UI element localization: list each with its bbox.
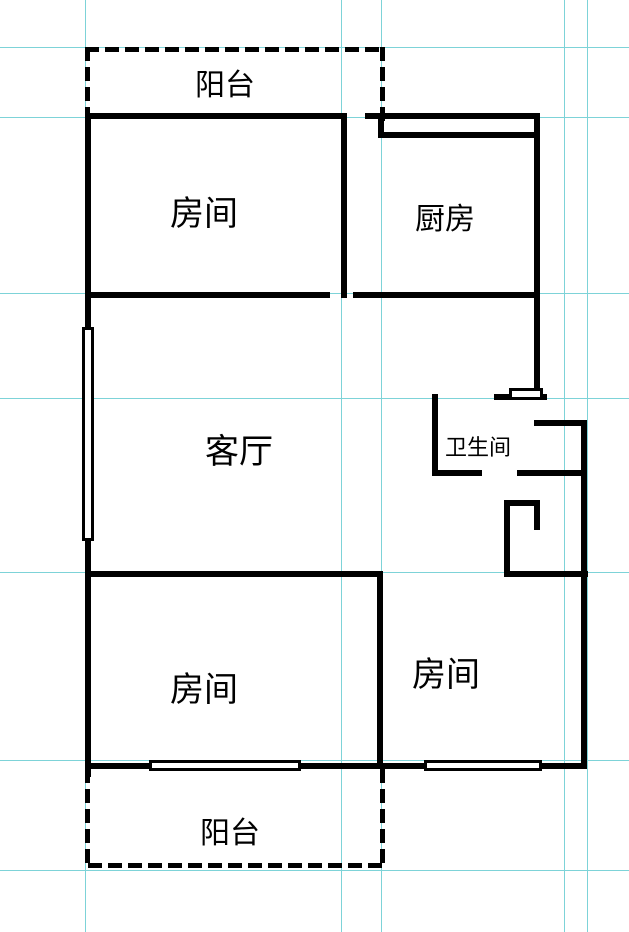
wall-segment bbox=[85, 292, 330, 298]
grid-line-v bbox=[564, 0, 565, 932]
wall-segment bbox=[341, 113, 347, 298]
wall-segment bbox=[432, 394, 438, 476]
wall-segment bbox=[85, 571, 381, 577]
dashed-wall bbox=[85, 769, 90, 869]
wall-segment bbox=[534, 420, 587, 426]
wall-segment bbox=[85, 763, 150, 769]
wall-segment bbox=[504, 500, 510, 577]
wall-segment bbox=[540, 763, 587, 769]
wall-segment bbox=[534, 500, 540, 530]
room-label-balcony-bot: 阳台 bbox=[200, 808, 260, 852]
wall-segment bbox=[534, 292, 540, 394]
room-label-bathroom: 卫生间 bbox=[445, 430, 511, 462]
window-frame bbox=[149, 760, 301, 771]
wall-segment bbox=[377, 571, 383, 769]
wall-segment bbox=[517, 470, 587, 476]
room-label-room-top: 房间 bbox=[170, 186, 238, 235]
room-label-room-bl: 房间 bbox=[170, 662, 238, 711]
wall-segment bbox=[353, 292, 540, 298]
window-frame bbox=[82, 327, 94, 541]
room-label-living: 客厅 bbox=[205, 424, 273, 473]
wall-segment bbox=[534, 113, 540, 298]
wall-segment bbox=[365, 113, 540, 119]
dashed-wall bbox=[380, 47, 385, 117]
wall-segment bbox=[581, 571, 587, 769]
wall-segment bbox=[581, 420, 587, 476]
room-label-balcony-top: 阳台 bbox=[195, 60, 255, 104]
dashed-wall bbox=[85, 47, 90, 117]
wall-segment bbox=[378, 132, 540, 138]
wall-segment bbox=[504, 571, 588, 577]
wall-segment bbox=[85, 113, 91, 301]
grid-line-v bbox=[587, 0, 588, 932]
window-frame bbox=[424, 760, 542, 771]
wall-segment bbox=[432, 470, 482, 476]
wall-segment bbox=[85, 113, 345, 119]
room-label-room-br: 房间 bbox=[412, 647, 480, 696]
window-frame bbox=[509, 388, 543, 400]
room-label-kitchen: 厨房 bbox=[415, 194, 475, 238]
wall-segment bbox=[85, 577, 91, 777]
dashed-wall bbox=[380, 769, 385, 869]
wall-segment bbox=[504, 500, 534, 506]
wall-segment bbox=[300, 763, 383, 769]
wall-segment bbox=[581, 476, 587, 576]
dashed-wall bbox=[88, 863, 388, 881]
